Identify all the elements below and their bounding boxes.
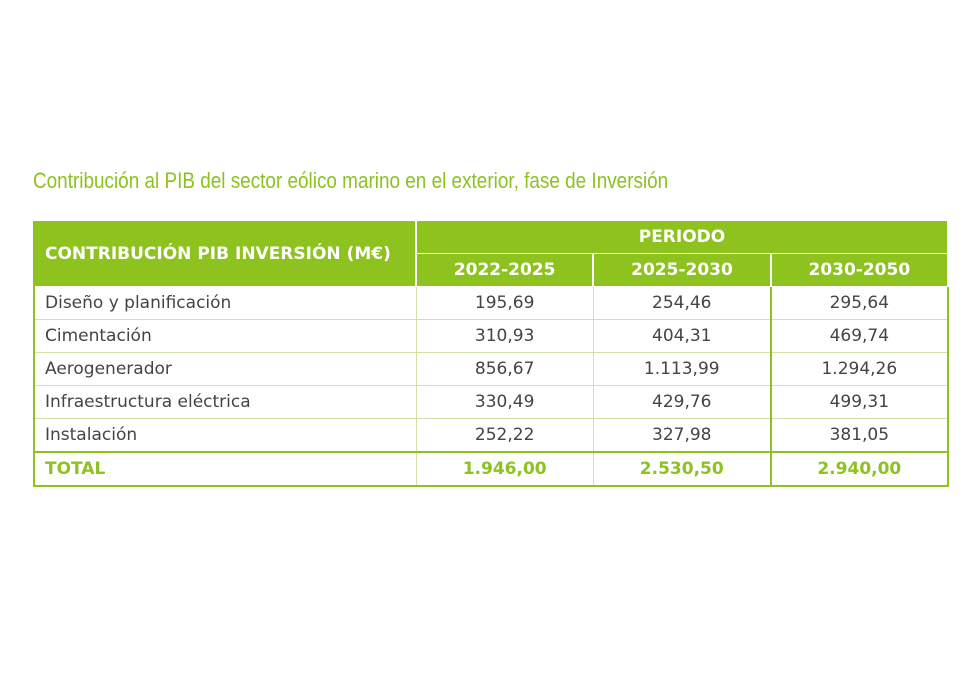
cell: 429,76 <box>592 385 772 419</box>
cell: 404,31 <box>592 319 772 353</box>
cell: 1.294,26 <box>769 352 950 386</box>
group-header: PERIODO <box>415 221 949 254</box>
row: Instalación 252,22 327,98 381,05 <box>33 418 950 453</box>
cell: 195,69 <box>415 286 594 320</box>
row: Aerogenerador 856,67 1.113,99 1.294,26 <box>33 352 950 386</box>
row: Infraestructura eléctrica 330,49 429,76 499… <box>33 385 950 419</box>
column-header: 2030-2050 <box>769 253 950 287</box>
cell: 856,67 <box>415 352 594 386</box>
header-row: CONTRIBUCIÓN PIB INVERSIÓN (M€) PERIODO <box>33 221 949 287</box>
cell: 327,98 <box>592 418 772 453</box>
cell: 330,49 <box>415 385 594 419</box>
row: Diseño y planificación 195,69 254,46 295,64 <box>33 286 950 320</box>
column-header: 2025-2030 <box>592 253 772 287</box>
cell: 499,31 <box>769 385 950 419</box>
row-label: Instalación <box>33 418 417 453</box>
row-label: Cimentación <box>33 319 417 353</box>
row-label: Infraestructura eléctrica <box>33 385 417 419</box>
row: Cimentación 310,93 404,31 469,74 <box>33 319 950 353</box>
cell: 295,64 <box>769 286 950 320</box>
cell: 1.946,00 <box>415 451 594 487</box>
column-header: 2022-2025 <box>414 253 595 287</box>
row-label: TOTAL <box>33 451 417 487</box>
total-row: TOTAL 1.946,00 2.530,50 2.940,00 <box>33 451 950 487</box>
cell: 2.530,50 <box>592 451 772 487</box>
cell: 381,05 <box>769 418 950 453</box>
cell: 2.940,00 <box>769 451 950 487</box>
cell: 469,74 <box>769 319 950 353</box>
corner-header: CONTRIBUCIÓN PIB INVERSIÓN (M€) <box>33 221 417 287</box>
row-label: Aerogenerador <box>33 352 417 386</box>
title: Contribución al PIB del sector eólico ma… <box>33 168 669 193</box>
cell: 310,93 <box>415 319 594 353</box>
cell: 1.113,99 <box>592 352 772 386</box>
header-row: 2022-2025 2025-2030 2030-2050 <box>34 253 950 287</box>
table: CONTRIBUCIÓN PIB INVERSIÓN (M€) PERIODO … <box>33 221 950 487</box>
row-label: Diseño y planificación <box>33 286 417 320</box>
cell: 254,46 <box>592 286 772 320</box>
cell: 252,22 <box>415 418 594 453</box>
